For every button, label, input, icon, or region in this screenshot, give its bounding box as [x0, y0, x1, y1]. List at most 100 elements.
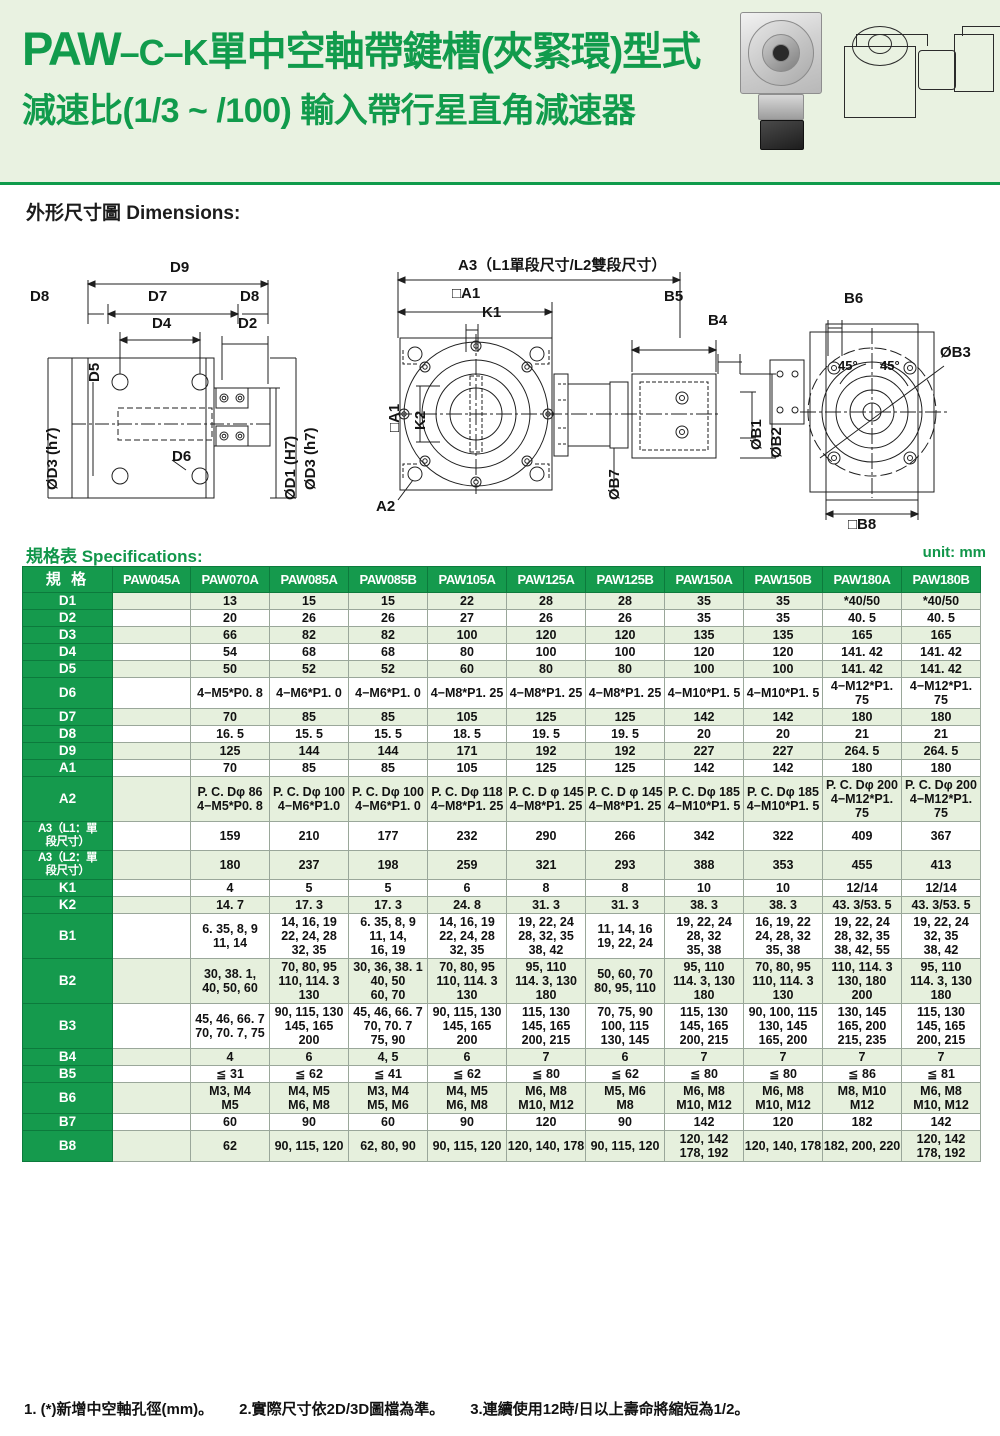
cell — [112, 776, 191, 822]
dim-label-b5: B5 — [664, 288, 684, 305]
cell: 50, 60, 70 80, 95, 110 — [585, 958, 665, 1004]
cell: 10 — [743, 879, 823, 897]
table-row: A3（L2：單 段尺寸） 180 237 198 259 321 293 388 353 455 41… — [22, 850, 981, 880]
cell: 180 — [901, 759, 981, 777]
cell: 105 — [427, 759, 507, 777]
table-row: A2 P. C. Dφ 86 4−M5*P0. 8 P. C. Dφ 100 4−M6*… — [22, 776, 981, 822]
cell: 115, 130 145, 165 200, 215 — [506, 1003, 586, 1049]
cell: 90, 115, 120 — [269, 1130, 349, 1162]
cell: ≦ 80 — [664, 1065, 744, 1083]
row-header-b7: B7 — [22, 1113, 113, 1131]
cell: 31. 3 — [506, 896, 586, 914]
col-header-paw180b: PAW180B — [901, 566, 981, 593]
cell: P. C. Dφ 118 4−M8*P1. 25 — [427, 776, 507, 822]
cell: 16, 19, 22 24, 28, 32 35, 38 — [743, 913, 823, 959]
cell: 259 — [427, 850, 507, 880]
cell: 144 — [348, 742, 428, 760]
cell: 52 — [348, 660, 428, 678]
cell — [112, 643, 191, 661]
cell: 125 — [506, 708, 586, 726]
cell: M3, M4 M5, M6 — [348, 1082, 428, 1114]
cell: P. C. Dφ 200 4−M12*P1. 75 — [822, 776, 902, 822]
cell: 82 — [269, 626, 349, 644]
wireframe-motor-top — [962, 26, 1000, 36]
cell: 4−M12*P1. 75 — [822, 677, 902, 709]
cell: 62, 80, 90 — [348, 1130, 428, 1162]
cell: 43. 3/53. 5 — [822, 896, 902, 914]
cell: 54 — [190, 643, 270, 661]
cell: 28 — [585, 592, 665, 610]
cell — [112, 759, 191, 777]
cell: 227 — [743, 742, 823, 760]
cell — [112, 913, 191, 959]
cell: 85 — [348, 759, 428, 777]
dim-label-k2: K2 — [412, 410, 429, 430]
cell: 80 — [427, 643, 507, 661]
cell: 95, 110 114. 3, 130 180 — [664, 958, 744, 1004]
header-banner: PAW–C–K單中空軸帶鍵槽(夾緊環)型式 減速比(1/3 ~ /100) 輸入… — [0, 0, 1000, 185]
cell: 120 — [585, 626, 665, 644]
dim-label-b4: B4 — [708, 312, 728, 329]
cell: P. C. Dφ 86 4−M5*P0. 8 — [190, 776, 270, 822]
cell: 17. 3 — [269, 896, 349, 914]
cell: 210 — [269, 821, 349, 851]
col-header-paw045a: PAW045A — [112, 566, 191, 593]
cell: 30, 38. 1, 40, 50, 60 — [190, 958, 270, 1004]
table-row: B1 6. 35, 8, 9 11, 14 14, 16, 19 22, 24, 28 3… — [22, 913, 981, 959]
cell: 171 — [427, 742, 507, 760]
cell: 232 — [427, 821, 507, 851]
wireframe-bore — [868, 34, 892, 54]
cell: 4−M5*P0. 8 — [190, 677, 270, 709]
cell: 15 — [348, 592, 428, 610]
cell: 80 — [506, 660, 586, 678]
cell: P. C. Dφ 185 4−M10*P1. 5 — [743, 776, 823, 822]
cell: 30, 36, 38. 1 40, 50 60, 70 — [348, 958, 428, 1004]
cell: 120, 142 178, 192 — [664, 1130, 744, 1162]
cell: 28 — [506, 592, 586, 610]
cell: 70, 80, 95 110, 114. 3 130 — [269, 958, 349, 1004]
cell: 26 — [348, 609, 428, 627]
cell — [112, 742, 191, 760]
cell: 4 — [190, 879, 270, 897]
cell: 142 — [743, 759, 823, 777]
cell: ≦ 62 — [585, 1065, 665, 1083]
cell: 22 — [427, 592, 507, 610]
cell: 159 — [190, 821, 270, 851]
cell: ≦ 62 — [427, 1065, 507, 1083]
dim-label-d4: D4 — [152, 315, 172, 332]
cell: 90 — [269, 1113, 349, 1131]
cell: 90 — [427, 1113, 507, 1131]
footnotes: 1. (*)新增中空軸孔徑(mm)。 2.實際尺寸依2D/3D圖檔為準。 3.連續使… — [24, 1398, 749, 1419]
cell: 19. 5 — [506, 725, 586, 743]
cell: ≦ 62 — [269, 1065, 349, 1083]
col-header-paw150b: PAW150B — [743, 566, 823, 593]
cell: 120, 140, 178 — [506, 1130, 586, 1162]
cell: 120 — [743, 643, 823, 661]
cell: 293 — [585, 850, 665, 880]
cell: 321 — [506, 850, 586, 880]
dim-label-d8-left: D8 — [30, 288, 50, 305]
cell: 12/14 — [901, 879, 981, 897]
dim-label-b2: ØB2 — [768, 427, 785, 458]
row-header-k2: K2 — [22, 896, 113, 914]
cell: 35 — [664, 609, 744, 627]
cell: M6, M8 M10, M12 — [743, 1082, 823, 1114]
cell — [112, 896, 191, 914]
cell: ≦ 41 — [348, 1065, 428, 1083]
cell: 6. 35, 8, 9 11, 14, 16, 19 — [348, 913, 428, 959]
cell: 4−M8*P1. 25 — [506, 677, 586, 709]
cell: 27 — [427, 609, 507, 627]
cell: 100 — [506, 643, 586, 661]
product-photo-group — [722, 4, 1000, 182]
row-header-b4: B4 — [22, 1048, 113, 1066]
cell: 100 — [743, 660, 823, 678]
cell: 60 — [427, 660, 507, 678]
table-header-row: 規 格 PAW045A PAW070A PAW085A PAW085B PAW1… — [22, 566, 981, 593]
cell: M6, M8 M10, M12 — [664, 1082, 744, 1114]
dim-label-b8: □B8 — [848, 516, 877, 533]
dim-label-d7: D7 — [148, 288, 168, 305]
cell: 19, 22, 24 28, 32, 35 38, 42 — [506, 913, 586, 959]
cell: M3, M4 M5 — [190, 1082, 270, 1114]
cell: 7 — [822, 1048, 902, 1066]
row-header-b3: B3 — [22, 1003, 113, 1049]
